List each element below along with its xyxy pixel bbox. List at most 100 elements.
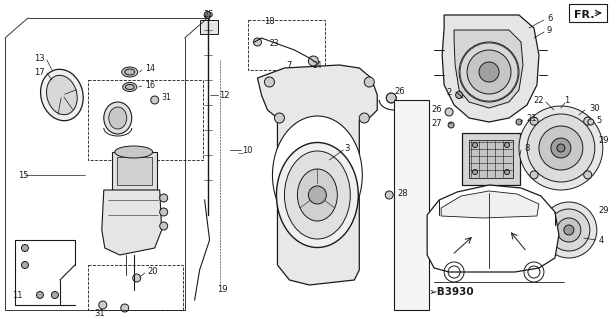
- Circle shape: [539, 126, 583, 170]
- Circle shape: [385, 191, 394, 199]
- Text: 1: 1: [564, 95, 570, 105]
- Circle shape: [308, 56, 318, 66]
- Circle shape: [459, 42, 519, 102]
- Circle shape: [308, 186, 326, 204]
- Circle shape: [504, 170, 510, 174]
- Circle shape: [557, 144, 565, 152]
- Circle shape: [364, 77, 375, 87]
- Text: 4: 4: [599, 236, 604, 244]
- Text: 26: 26: [431, 105, 442, 114]
- Circle shape: [160, 194, 168, 202]
- Polygon shape: [102, 190, 162, 255]
- Circle shape: [557, 218, 581, 242]
- Text: 18: 18: [264, 17, 275, 26]
- Text: 31: 31: [162, 92, 172, 101]
- Ellipse shape: [285, 151, 350, 239]
- Circle shape: [584, 117, 592, 125]
- Text: 9: 9: [547, 26, 552, 35]
- Polygon shape: [569, 4, 607, 22]
- Circle shape: [133, 274, 141, 282]
- Ellipse shape: [125, 69, 135, 75]
- Text: 24: 24: [313, 60, 322, 69]
- Circle shape: [472, 142, 477, 148]
- Circle shape: [479, 62, 499, 82]
- Text: 28: 28: [397, 188, 408, 197]
- Text: 22: 22: [534, 95, 544, 105]
- Circle shape: [530, 171, 538, 179]
- Ellipse shape: [40, 69, 83, 121]
- Ellipse shape: [115, 146, 153, 158]
- Polygon shape: [441, 191, 539, 218]
- Circle shape: [264, 77, 274, 87]
- Circle shape: [386, 93, 396, 103]
- Circle shape: [160, 208, 168, 216]
- Text: 3: 3: [345, 143, 350, 153]
- Ellipse shape: [122, 67, 138, 77]
- Text: 11: 11: [12, 291, 23, 300]
- Text: 26: 26: [394, 86, 405, 95]
- Text: 7: 7: [287, 60, 292, 69]
- Text: 25: 25: [203, 10, 214, 19]
- Bar: [247, 20, 326, 70]
- Circle shape: [530, 117, 538, 125]
- Circle shape: [21, 261, 28, 268]
- Bar: [88, 265, 182, 310]
- Text: 23: 23: [270, 38, 279, 47]
- Ellipse shape: [104, 102, 132, 134]
- Ellipse shape: [125, 84, 134, 90]
- Circle shape: [467, 50, 511, 94]
- Circle shape: [584, 171, 592, 179]
- Text: ➢B3930: ➢B3930: [429, 287, 475, 297]
- Text: 5: 5: [597, 116, 602, 124]
- Circle shape: [588, 119, 594, 125]
- Text: 6: 6: [547, 13, 552, 22]
- Text: 21: 21: [526, 114, 537, 123]
- Circle shape: [253, 38, 261, 46]
- Circle shape: [516, 119, 522, 125]
- Bar: [117, 157, 152, 185]
- Circle shape: [527, 114, 595, 182]
- Text: 20: 20: [147, 268, 159, 276]
- Text: 12: 12: [220, 91, 230, 100]
- Bar: [112, 152, 157, 190]
- Ellipse shape: [277, 142, 358, 247]
- Ellipse shape: [272, 116, 362, 234]
- Text: 19: 19: [218, 285, 228, 294]
- Bar: [200, 20, 218, 34]
- Ellipse shape: [123, 83, 136, 92]
- Circle shape: [99, 301, 106, 309]
- Circle shape: [151, 96, 159, 104]
- Circle shape: [504, 142, 510, 148]
- Circle shape: [519, 106, 603, 190]
- Circle shape: [564, 225, 574, 235]
- Circle shape: [121, 304, 129, 312]
- Circle shape: [51, 292, 58, 299]
- Text: 27: 27: [431, 118, 442, 127]
- Text: 10: 10: [242, 146, 253, 155]
- Polygon shape: [427, 185, 559, 272]
- Circle shape: [37, 292, 43, 299]
- Circle shape: [548, 209, 590, 251]
- Circle shape: [359, 113, 369, 123]
- Polygon shape: [394, 100, 429, 310]
- Circle shape: [160, 222, 168, 230]
- Ellipse shape: [297, 169, 337, 221]
- Circle shape: [448, 122, 454, 128]
- Circle shape: [455, 92, 463, 99]
- Text: 14: 14: [144, 63, 155, 73]
- Text: FR.: FR.: [574, 10, 594, 20]
- Polygon shape: [442, 15, 539, 122]
- Text: 30: 30: [589, 103, 600, 113]
- Circle shape: [541, 202, 597, 258]
- Circle shape: [472, 170, 477, 174]
- Circle shape: [21, 244, 28, 252]
- Circle shape: [274, 113, 285, 123]
- Text: 17: 17: [34, 68, 45, 76]
- Bar: [469, 140, 513, 178]
- Ellipse shape: [47, 75, 77, 115]
- Text: 29: 29: [599, 205, 610, 214]
- Text: 29: 29: [599, 135, 610, 145]
- Text: 13: 13: [34, 53, 45, 62]
- Circle shape: [551, 138, 571, 158]
- Polygon shape: [258, 65, 377, 285]
